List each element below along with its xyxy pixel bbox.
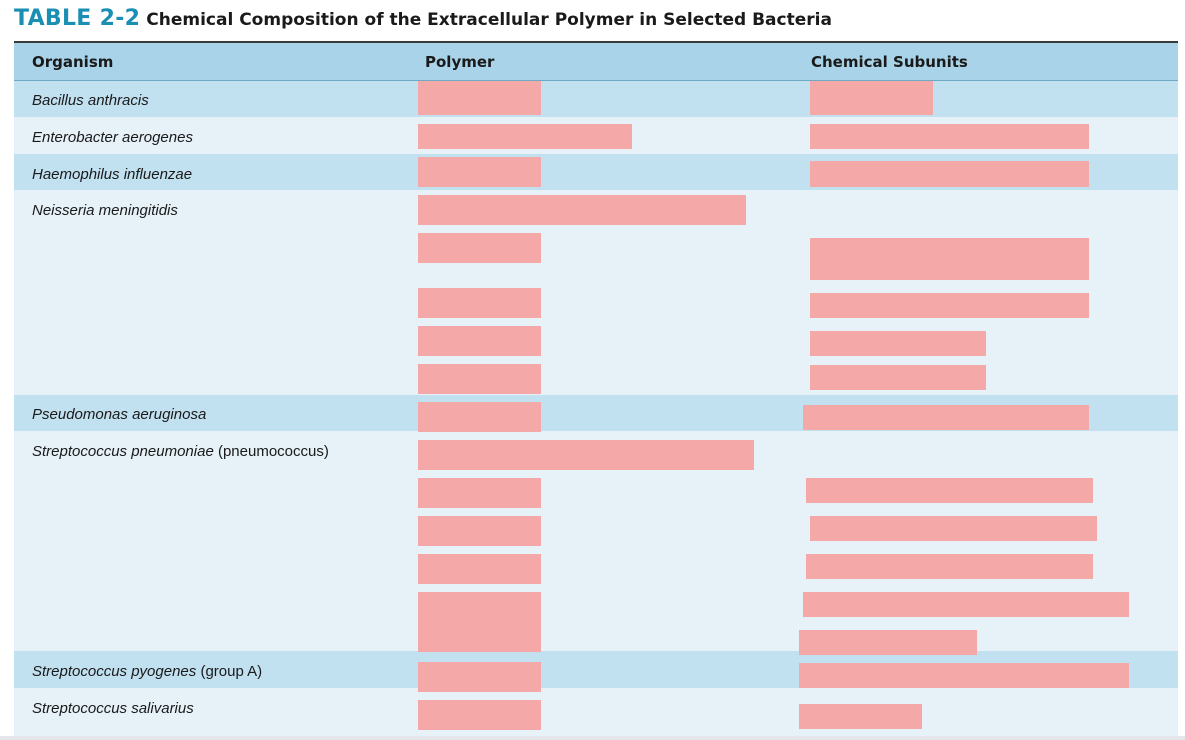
redacted-polymer-cell: [418, 233, 541, 263]
redacted-subunit-cell: [806, 478, 1093, 503]
redacted-polymer-cell: [418, 592, 541, 622]
redacted-subunit-cell: [810, 293, 1089, 318]
redacted-polymer-cell: [418, 662, 541, 692]
table-title: TABLE 2-2 Chemical Composition of the Ext…: [14, 6, 832, 31]
redacted-subunit-cell: [810, 238, 1089, 280]
organism-label: Pseudomonas aeruginosa: [32, 406, 207, 423]
organism-label: Streptococcus pneumoniae (pneumococcus): [32, 443, 329, 460]
organism-name: Streptococcus pneumoniae: [32, 443, 214, 460]
redacted-polymer-cell: [418, 440, 754, 470]
organism-label: Enterobacter aerogenes: [32, 129, 193, 146]
redacted-polymer-cell: [418, 326, 541, 356]
organism-qualifier: (pneumococcus): [217, 443, 329, 460]
header-organism: Organism: [32, 53, 114, 71]
redacted-subunit-cell: [799, 663, 1129, 688]
organism-label: Haemophilus influenzae: [32, 166, 193, 183]
table-caption: Chemical Composition of the Extracellula…: [146, 10, 832, 30]
organism-label: Streptococcus salivarius: [32, 700, 194, 717]
table-row: [14, 688, 1178, 736]
header-chemical-subunits: Chemical Subunits: [811, 53, 968, 71]
organism-label: Neisseria meningitidis: [32, 202, 178, 219]
redacted-polymer-cell: [418, 516, 541, 546]
redacted-subunit-cell: [810, 365, 986, 390]
table-header: Organism Polymer Chemical Subunits: [14, 43, 1178, 81]
organism-label: Bacillus anthracis: [32, 92, 149, 109]
redacted-subunit-cell: [803, 592, 1129, 617]
redacted-subunit-cell: [810, 331, 986, 356]
bottom-rule: [0, 736, 1185, 740]
redacted-polymer-cell: [418, 124, 632, 149]
header-polymer: Polymer: [425, 53, 495, 71]
redacted-subunit-cell: [799, 630, 977, 655]
redacted-polymer-cell: [418, 288, 541, 318]
redacted-subunit-cell: [803, 405, 1089, 430]
redacted-polymer-cell: [418, 364, 541, 394]
top-rule: [14, 41, 1178, 43]
organism-label: Streptococcus pyogenes (group A): [32, 663, 262, 680]
redacted-subunit-cell: [810, 516, 1097, 541]
redacted-subunit-cell: [810, 81, 933, 115]
redacted-polymer-cell: [418, 402, 541, 432]
redacted-subunit-cell: [799, 704, 922, 729]
redacted-polymer-cell: [418, 700, 541, 730]
redacted-polymer-cell: [418, 81, 541, 115]
redacted-subunit-cell: [810, 124, 1089, 149]
table-row: [14, 81, 1178, 117]
redacted-subunit-cell: [810, 161, 1089, 187]
redacted-polymer-cell: [418, 622, 541, 652]
organism-name: Streptococcus pyogenes: [32, 663, 197, 680]
redacted-polymer-cell: [418, 478, 541, 508]
redacted-polymer-cell: [418, 195, 746, 225]
redacted-polymer-cell: [418, 554, 541, 584]
table-number: TABLE 2-2: [14, 6, 141, 31]
redacted-subunit-cell: [806, 554, 1093, 579]
organism-qualifier: (group A): [200, 663, 263, 680]
redacted-polymer-cell: [418, 157, 541, 187]
